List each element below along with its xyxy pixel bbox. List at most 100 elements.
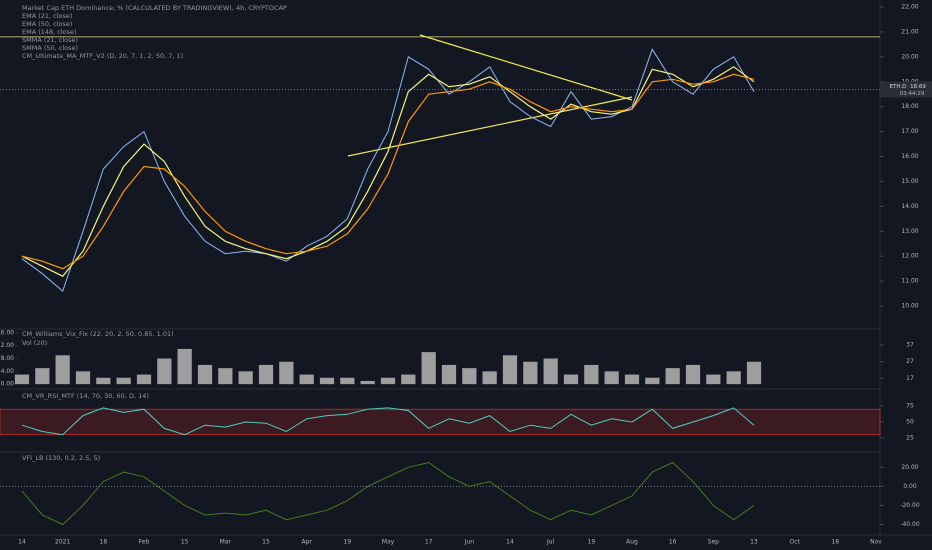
- bar: [238, 371, 253, 385]
- y-tick-label: 18.00: [901, 103, 918, 110]
- rsi-band: [0, 408, 881, 436]
- bar: [55, 355, 70, 385]
- y-tick-label: -40.00: [900, 521, 920, 528]
- bar: [523, 361, 538, 385]
- bar: [462, 368, 477, 385]
- y-tick-label: 17.00: [901, 128, 918, 135]
- x-tick-label: 18: [100, 539, 108, 546]
- y2-tick-label: 27: [906, 358, 914, 365]
- y-tick-label: 12.00: [901, 253, 918, 260]
- bar: [421, 352, 436, 385]
- indicator-legend: EMA (148, close): [22, 28, 77, 36]
- trendline: [419, 34, 633, 101]
- trendline: [347, 96, 633, 157]
- x-tick-label: 14: [18, 539, 26, 546]
- bar: [604, 371, 619, 385]
- x-tick-label: Oct: [789, 539, 800, 546]
- y-tick-label: 75: [906, 402, 914, 409]
- y-tick-label: 22.00: [901, 3, 918, 10]
- x-tick-label: 19: [344, 539, 352, 546]
- bar: [685, 364, 701, 385]
- bar: [726, 371, 741, 385]
- y-tick-label: 0.00: [903, 483, 917, 490]
- x-tick-label: 14: [506, 539, 514, 546]
- x-tick-label: 18: [832, 539, 840, 546]
- bar: [624, 374, 640, 385]
- bar: [645, 377, 660, 385]
- y-tick-label: 50: [906, 418, 914, 425]
- y2-tick-label: 17: [906, 375, 914, 382]
- bar: [96, 377, 111, 385]
- y-tick-label: 8.00: [1, 355, 15, 362]
- y-tick-label: 20.00: [901, 464, 918, 471]
- y-tick-label: 16.00: [901, 153, 918, 160]
- chart-title: Market Cap ETH Dominance, % (CALCULATED …: [22, 4, 287, 12]
- bar: [563, 374, 579, 385]
- x-tick-label: Jun: [464, 539, 475, 546]
- x-tick-label: 15: [262, 539, 270, 546]
- bar: [543, 358, 558, 385]
- bar: [136, 374, 152, 385]
- bar: [75, 371, 91, 385]
- bar: [746, 361, 762, 385]
- y-tick-label: 12.00: [0, 342, 14, 349]
- bar: [258, 364, 274, 385]
- bar: [319, 377, 335, 385]
- countdown: 03:44:29: [900, 91, 925, 97]
- y-tick-label: 14.00: [901, 203, 918, 210]
- price-line: [21, 73, 755, 270]
- last-price-box: [880, 81, 932, 98]
- price-line: [21, 48, 755, 292]
- x-tick-label: 15: [181, 539, 189, 546]
- bar: [218, 368, 233, 385]
- indicator-legend: EMA (50, close): [22, 20, 72, 28]
- y2-tick-label: 37: [906, 342, 914, 349]
- x-tick-label: May: [382, 539, 395, 546]
- indicator-legend: EMA (21, close): [22, 12, 72, 20]
- bar: [279, 361, 294, 385]
- indicator-legend: CM_Ultimate_MA_MTF_V2 (D, 20, 7, 1, 2, 5…: [22, 52, 183, 60]
- bar: [665, 368, 680, 385]
- x-tick-label: 16: [669, 539, 677, 546]
- bar: [706, 374, 721, 385]
- y-tick-label: 25: [906, 434, 914, 441]
- pane-title: VFI_LB (130, 0.2, 2.5, 5): [22, 454, 100, 462]
- x-tick-label: 13: [750, 539, 758, 546]
- x-tick-label: 2021: [55, 539, 70, 546]
- y-tick-label: 0.00: [1, 381, 15, 388]
- x-tick-label: 19: [588, 539, 596, 546]
- y-tick-label: 11.00: [901, 278, 918, 285]
- bar: [360, 380, 375, 385]
- y-tick-label: 20.00: [901, 53, 918, 60]
- y-tick-label: 15.00: [901, 178, 918, 185]
- bar: [299, 374, 314, 385]
- bar: [14, 374, 30, 385]
- bar: [401, 374, 416, 385]
- bar: [380, 377, 396, 385]
- bar: [441, 364, 457, 385]
- y-tick-label: 16.00: [0, 329, 14, 336]
- last-price-label: 18.69: [910, 84, 926, 90]
- indicator-legend: SMMA (50, close): [22, 44, 78, 52]
- indicator-line: [21, 461, 755, 526]
- y-tick-label: 4.00: [1, 368, 15, 375]
- indicator-line: [21, 407, 755, 436]
- x-tick-label: Aug: [626, 539, 638, 546]
- indicator-legend: SMMA (21, close): [22, 36, 78, 44]
- bar: [502, 355, 518, 385]
- y-tick-label: -20.00: [900, 502, 920, 509]
- x-tick-label: Sep: [708, 539, 720, 546]
- bar: [157, 358, 172, 385]
- y-tick-label: 21.00: [901, 28, 918, 35]
- x-tick-label: Feb: [139, 539, 150, 546]
- bar: [35, 368, 50, 385]
- y-tick-label: 13.00: [901, 228, 918, 235]
- bar: [177, 348, 192, 385]
- bar: [116, 377, 131, 385]
- x-tick-label: 17: [425, 539, 433, 546]
- pane-title: CM_VR_RSI_MTF (14, 70, 30, 60, D, 14): [22, 392, 149, 400]
- pane-title: CM_Williams_Vix_Fix (22, 20, 2, 50, 0.85…: [22, 330, 174, 338]
- bar: [197, 364, 213, 385]
